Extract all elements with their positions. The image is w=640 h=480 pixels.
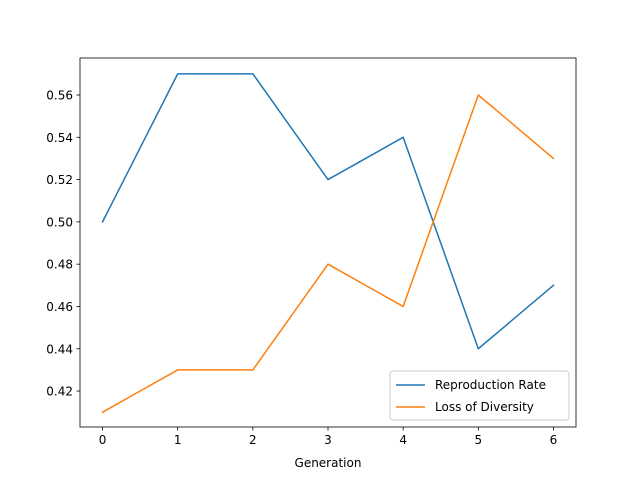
series-line-0 [101,73,555,350]
x-axis-ticks: 0 1 2 3 4 5 6 [99,427,558,447]
x-tick-label: 4 [399,433,407,447]
y-tick-label: 0.46 [46,300,73,314]
y-axis-ticks: 0.42 0.44 0.46 0.48 0.50 0.52 0.54 0.56 [46,89,80,399]
legend-label-reproduction-rate: Reproduction Rate [435,378,546,392]
legend: Reproduction Rate Loss of Diversity [389,370,570,421]
plot-area [80,58,576,427]
x-tick-label: 3 [324,433,332,447]
legend-box [389,370,570,421]
x-tick-label: 1 [174,433,182,447]
y-tick-label: 0.42 [46,385,73,399]
axes-background [80,58,576,427]
series-layer [101,73,555,414]
y-tick-label: 0.48 [46,258,73,272]
y-tick-label: 0.50 [46,215,73,229]
y-tick-label: 0.44 [46,342,73,356]
x-tick-label: 0 [99,433,107,447]
y-tick-label: 0.52 [46,173,73,187]
x-tick-label: 6 [550,433,558,447]
legend-label-loss-of-diversity: Loss of Diversity [435,400,534,414]
x-tick-label: 5 [474,433,482,447]
y-tick-label: 0.56 [46,89,73,103]
y-tick-label: 0.54 [46,131,73,145]
x-axis-label: Generation [295,456,362,470]
x-tick-label: 2 [249,433,257,447]
series-line-1 [101,94,555,414]
